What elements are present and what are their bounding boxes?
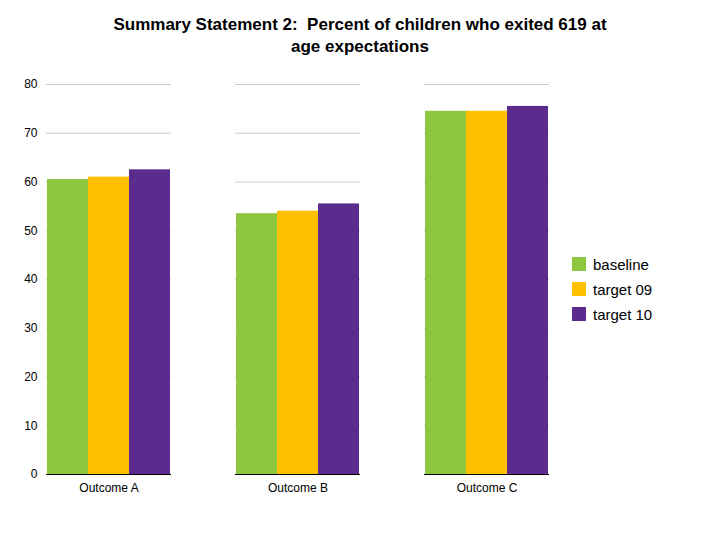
svg-text:70: 70 [24, 126, 38, 140]
svg-text:Outcome B: Outcome B [268, 481, 328, 495]
svg-text:20: 20 [24, 370, 38, 384]
svg-text:Outcome A: Outcome A [79, 481, 138, 495]
html-text:Summary Statement 2: Percent o: Summary Statement 2: Percent of children… [113, 15, 607, 57]
svg-text:0: 0 [31, 468, 38, 482]
html-text:baseline: baseline [593, 255, 649, 273]
html-text:target 10: target 10 [593, 305, 653, 323]
svg-text:10: 10 [24, 419, 38, 433]
html-text:target 09: target 09 [593, 280, 653, 298]
svg-text:30: 30 [24, 321, 38, 335]
svg-text:60: 60 [24, 175, 38, 189]
svg-text:80: 80 [24, 78, 38, 92]
svg-text:40: 40 [24, 273, 38, 287]
svg-text:50: 50 [24, 224, 38, 238]
svg-text:Outcome C: Outcome C [457, 481, 518, 495]
